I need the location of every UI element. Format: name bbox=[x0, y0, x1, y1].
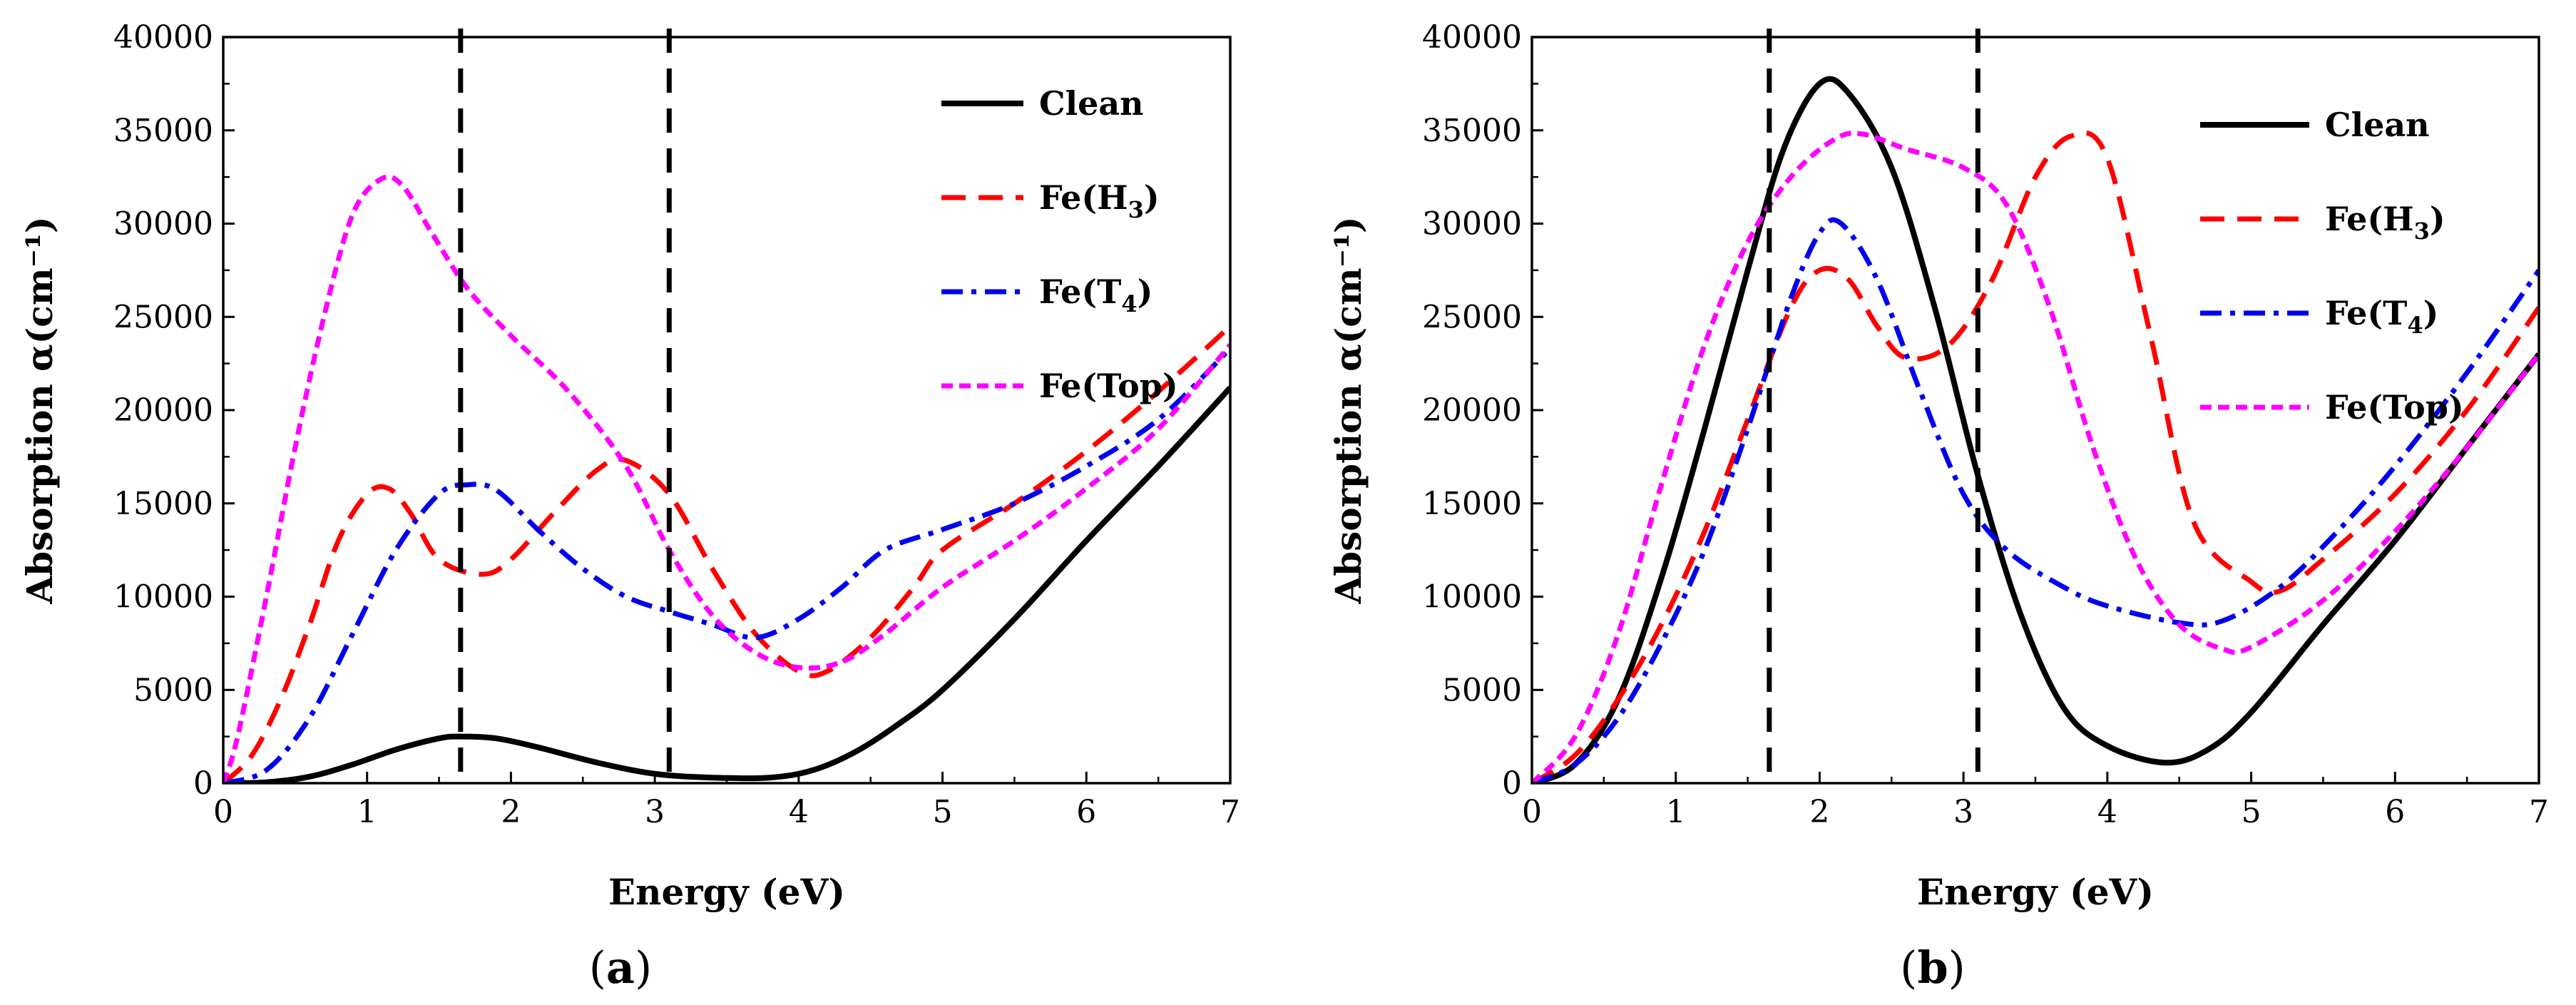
legend-entry-label: Clean bbox=[2325, 106, 2430, 144]
x-tick-label: 3 bbox=[1953, 794, 1973, 830]
legend: Clean Fe(H3) Fe(T4) Fe(Top) bbox=[2200, 106, 2464, 427]
x-axis-label: Energy (eV) bbox=[608, 871, 845, 913]
x-tick-label: 5 bbox=[2242, 794, 2261, 830]
y-tick-label: 15000 bbox=[113, 486, 213, 522]
series-line-clean bbox=[223, 385, 1230, 783]
y-tick-label: 5000 bbox=[133, 672, 213, 708]
y-tick-label: 25000 bbox=[1422, 299, 1522, 335]
y-tick-label: 20000 bbox=[1422, 392, 1522, 429]
x-tick-label: 6 bbox=[2385, 794, 2405, 830]
y-tick-label: 25000 bbox=[113, 299, 213, 335]
y-tick-label: 15000 bbox=[1422, 486, 1522, 522]
panel-label-b: (b) bbox=[1900, 942, 1966, 994]
y-tick-label: 20000 bbox=[113, 392, 213, 429]
x-tick-label: 0 bbox=[1522, 794, 1542, 830]
x-tick-label: 6 bbox=[1076, 794, 1096, 830]
y-tick-label: 40000 bbox=[1422, 19, 1522, 56]
legend-entry-label: Fe(H3) bbox=[2325, 200, 2445, 245]
x-tick-label: 1 bbox=[1666, 794, 1686, 830]
y-tick-label: 10000 bbox=[1422, 579, 1522, 616]
x-tick-label: 7 bbox=[1220, 794, 1240, 830]
x-tick-label: 2 bbox=[1809, 794, 1829, 830]
chart-panel-b: 0 1 2 3 4 5 6 7 0 5000 10000 15000 20000 25000 30000 35… bbox=[1327, 19, 2549, 913]
y-tick-label: 0 bbox=[1502, 765, 1522, 802]
series-line-fe-top bbox=[223, 174, 1230, 783]
x-tick-label: 1 bbox=[357, 794, 377, 830]
legend-entry-label: Fe(T4) bbox=[1039, 272, 1152, 317]
series-line-fe-h3 bbox=[223, 324, 1230, 783]
x-tick-label: 5 bbox=[933, 794, 953, 830]
x-tick-label: 7 bbox=[2529, 794, 2549, 830]
x-tick-label: 4 bbox=[2097, 794, 2117, 830]
y-axis-label: Absorption α(cm⁻¹) bbox=[1327, 216, 1369, 604]
plot-frame bbox=[222, 36, 1232, 785]
y-tick-label: 35000 bbox=[113, 113, 213, 149]
x-axis-label: Energy (eV) bbox=[1917, 871, 2154, 913]
legend-entry-label: Fe(H3) bbox=[1039, 178, 1160, 223]
y-tick-label: 40000 bbox=[113, 19, 213, 56]
x-tick-label: 2 bbox=[501, 794, 521, 830]
y-tick-label: 35000 bbox=[1422, 113, 1522, 149]
x-tick-label: 4 bbox=[789, 794, 809, 830]
series-line-fe-t4 bbox=[223, 347, 1230, 783]
y-tick-label: 0 bbox=[193, 765, 213, 802]
y-axis-label: Absorption α(cm⁻¹) bbox=[19, 216, 61, 604]
y-tick-label: 10000 bbox=[113, 579, 213, 616]
legend-entry-label: Fe(Top) bbox=[1039, 367, 1178, 405]
x-tick-label: 3 bbox=[645, 794, 665, 830]
legend-entry-label: Clean bbox=[1039, 84, 1144, 123]
series-line-fe-t4 bbox=[1532, 217, 2539, 783]
series-line-fe-h3 bbox=[1532, 130, 2539, 783]
series-line-clean bbox=[1532, 76, 2539, 783]
y-tick-label: 5000 bbox=[1442, 672, 1522, 708]
y-tick-label: 30000 bbox=[113, 206, 213, 243]
legend: Clean Fe(H3) Fe(T4) Fe(Top) bbox=[941, 84, 1178, 405]
legend-entry-label: Fe(Top) bbox=[2325, 388, 2464, 427]
series-line-fe-top bbox=[1532, 131, 2539, 783]
chart-panel-a: 0 1 2 3 4 5 6 7 0 5000 10000 15000 20000 25000 30000 35… bbox=[19, 19, 1240, 913]
x-tick-label: 0 bbox=[213, 794, 233, 830]
y-tick-label: 30000 bbox=[1422, 206, 1522, 243]
legend-entry-label: Fe(T4) bbox=[2325, 294, 2438, 339]
panel-label-a: (a) bbox=[589, 942, 653, 994]
